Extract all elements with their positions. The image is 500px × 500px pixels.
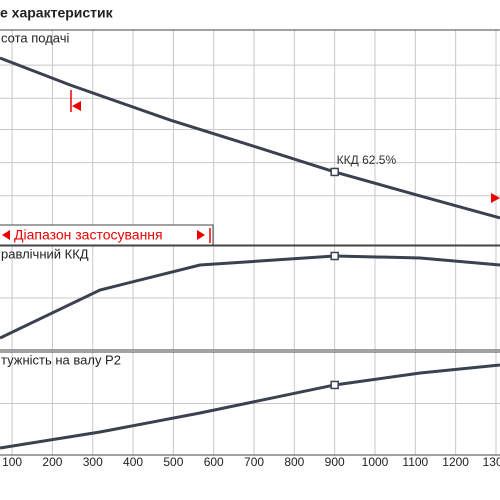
operating-point — [330, 251, 339, 261]
x-tick-label: 600 — [204, 455, 224, 469]
x-tick-label: 800 — [284, 455, 304, 469]
range-arrow — [72, 101, 81, 111]
x-tick-label: 500 — [163, 455, 183, 469]
range-box — [0, 224, 214, 246]
x-tick-label: 1300 — [483, 455, 500, 469]
range-arrow — [491, 193, 500, 203]
x-tick-label: 1200 — [442, 455, 469, 469]
curve — [0, 254, 500, 340]
x-tick-label: 1100 — [402, 455, 428, 469]
annotation: ККД 62.5% — [337, 153, 397, 167]
x-tick-label: 700 — [244, 455, 264, 469]
panel-frame — [0, 351, 500, 456]
x-tick-label: 400 — [123, 455, 143, 469]
operating-point — [330, 380, 339, 390]
panel-title: равлічний ККД — [1, 246, 89, 261]
panel-frame — [0, 29, 500, 246]
panel-title: сота подачі — [1, 30, 70, 45]
curve — [0, 363, 500, 450]
range-label: Діапазон застосування — [14, 227, 163, 243]
operating-point — [330, 167, 339, 177]
chart-title: е характеристик — [0, 5, 114, 21]
panel-frame — [0, 245, 500, 351]
x-tick-label: 1000 — [362, 455, 389, 469]
panel-title: тужність на валу P2 — [1, 352, 121, 367]
range-arrow-right — [197, 230, 205, 240]
x-tick-label: 300 — [83, 455, 103, 469]
x-tick-label: 100 — [2, 455, 22, 469]
range-arrow-left — [2, 230, 10, 240]
curve — [0, 56, 500, 220]
x-tick-label: 900 — [325, 455, 345, 469]
x-tick-label: 200 — [42, 455, 62, 469]
